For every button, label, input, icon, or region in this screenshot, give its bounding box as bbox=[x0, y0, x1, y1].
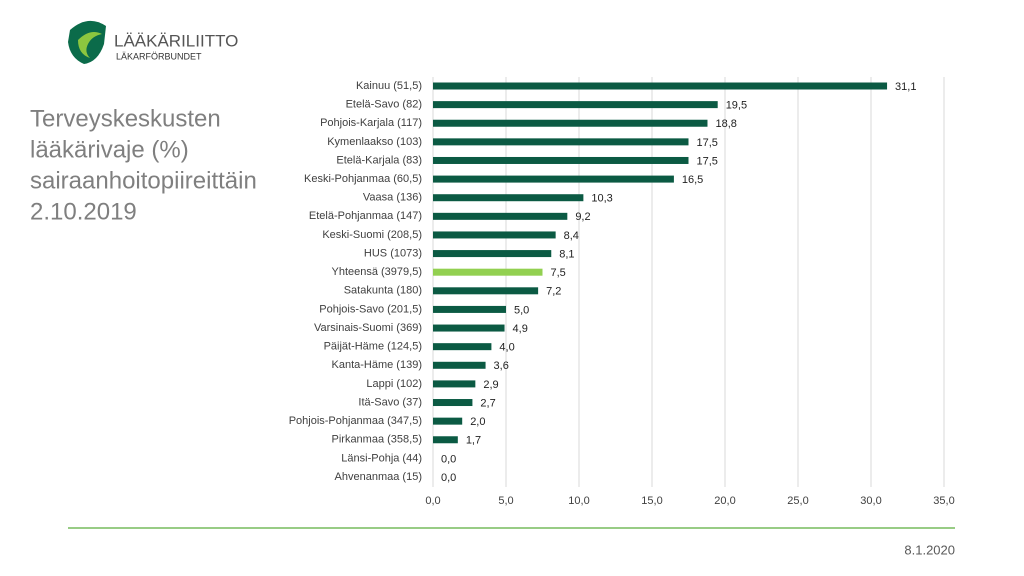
bar bbox=[433, 268, 543, 276]
y-tick-label: Kanta-Häme (139) bbox=[332, 359, 423, 371]
bar bbox=[433, 380, 476, 388]
bar bbox=[433, 250, 552, 258]
y-tick-label: Pirkanmaa (358,5) bbox=[332, 434, 423, 446]
value-label: 7,2 bbox=[546, 286, 561, 298]
value-label: 17,5 bbox=[697, 137, 718, 149]
value-label: 1,7 bbox=[466, 435, 481, 447]
y-tick-label: Etelä-Savo (82) bbox=[346, 99, 422, 111]
value-label: 16,5 bbox=[682, 174, 703, 186]
y-tick-label: Etelä-Pohjanmaa (147) bbox=[309, 210, 422, 222]
value-label: 8,4 bbox=[564, 230, 579, 242]
bar bbox=[433, 324, 505, 332]
x-tick-label: 30,0 bbox=[860, 495, 881, 507]
value-label: 4,0 bbox=[499, 342, 514, 354]
y-tick-label: Ahvenanmaa (15) bbox=[335, 471, 422, 483]
y-tick-label: Päijät-Häme (124,5) bbox=[324, 341, 422, 353]
value-label: 7,5 bbox=[551, 267, 566, 279]
value-label: 31,1 bbox=[895, 81, 916, 93]
y-tick-label: Pohjois-Pohjanmaa (347,5) bbox=[289, 415, 422, 427]
bar bbox=[433, 361, 486, 369]
value-label: 2,9 bbox=[483, 379, 498, 391]
bar bbox=[433, 119, 708, 127]
value-label: 19,5 bbox=[726, 100, 747, 112]
x-tick-label: 35,0 bbox=[933, 495, 954, 507]
bar bbox=[433, 138, 689, 146]
y-tick-label: Lappi (102) bbox=[366, 378, 422, 390]
y-tick-label: Länsi-Pohja (44) bbox=[341, 452, 422, 464]
y-tick-label: Keski-Suomi (208,5) bbox=[322, 229, 422, 241]
footer-date: 8.1.2020 bbox=[904, 542, 955, 557]
logo: LÄÄKÄRILIITTO LÄKARFÖRBUNDET bbox=[68, 20, 238, 64]
slide-title: 2.10.2019 bbox=[30, 198, 137, 225]
value-label: 10,3 bbox=[591, 193, 612, 205]
value-label: 8,1 bbox=[559, 248, 574, 260]
bar bbox=[433, 82, 888, 90]
bar bbox=[433, 101, 718, 109]
slide-title: sairaanhoitopiireittäin bbox=[30, 167, 257, 194]
bar bbox=[433, 399, 473, 407]
y-tick-label: Kainuu (51,5) bbox=[356, 80, 422, 92]
slide-title: lääkärivaje (%) bbox=[30, 136, 189, 163]
logo-name: LÄÄKÄRILIITTO bbox=[114, 31, 238, 50]
logo-accent bbox=[78, 32, 102, 58]
plot: 0,0 5,0 10,0 15,0 20,0 25,0 30,0 35,0 Kainuu (51… bbox=[289, 77, 955, 507]
x-tick-label: 10,0 bbox=[568, 495, 589, 507]
slide-title: Terveyskeskusten bbox=[30, 105, 221, 132]
y-tick-label: Satakunta (180) bbox=[344, 285, 422, 297]
y-tick-label: Varsinais-Suomi (369) bbox=[314, 322, 422, 334]
y-tick-label: Kymenlaakso (103) bbox=[327, 136, 422, 148]
bar bbox=[433, 417, 463, 425]
y-tick-label: Etelä-Karjala (83) bbox=[336, 154, 422, 166]
value-label: 0,0 bbox=[441, 472, 456, 484]
value-label: 0,0 bbox=[441, 453, 456, 465]
y-tick-label: Keski-Pohjanmaa (60,5) bbox=[304, 173, 422, 185]
bar bbox=[433, 231, 556, 239]
x-tick-label: 5,0 bbox=[498, 495, 513, 507]
value-label: 5,0 bbox=[514, 304, 529, 316]
bar bbox=[433, 343, 492, 351]
bar bbox=[433, 436, 458, 444]
y-tick-label: Pohjois-Karjala (117) bbox=[320, 117, 422, 129]
x-tick-label: 20,0 bbox=[714, 495, 735, 507]
bar bbox=[433, 175, 674, 183]
y-tick-label: HUS (1073) bbox=[364, 247, 422, 259]
value-label: 4,9 bbox=[513, 323, 528, 335]
value-label: 17,5 bbox=[697, 155, 718, 167]
x-tick-label: 0,0 bbox=[425, 495, 440, 507]
x-tick-label: 25,0 bbox=[787, 495, 808, 507]
x-tick-label: 15,0 bbox=[641, 495, 662, 507]
y-tick-label: Pohjois-Savo (201,5) bbox=[319, 303, 422, 315]
bar bbox=[433, 156, 689, 164]
value-label: 2,0 bbox=[470, 416, 485, 428]
value-label: 2,7 bbox=[480, 397, 495, 409]
bar bbox=[433, 305, 506, 313]
value-label: 18,8 bbox=[715, 118, 736, 130]
bar bbox=[433, 287, 539, 295]
value-label: 9,2 bbox=[575, 211, 590, 223]
y-tick-label: Itä-Savo (37) bbox=[358, 396, 422, 408]
bar bbox=[433, 194, 584, 202]
y-tick-label: Vaasa (136) bbox=[363, 192, 422, 204]
bar bbox=[433, 212, 568, 220]
value-label: 3,6 bbox=[494, 360, 509, 372]
logo-subname: LÄKARFÖRBUNDET bbox=[116, 51, 202, 61]
y-tick-label: Yhteensä (3979,5) bbox=[331, 266, 422, 278]
